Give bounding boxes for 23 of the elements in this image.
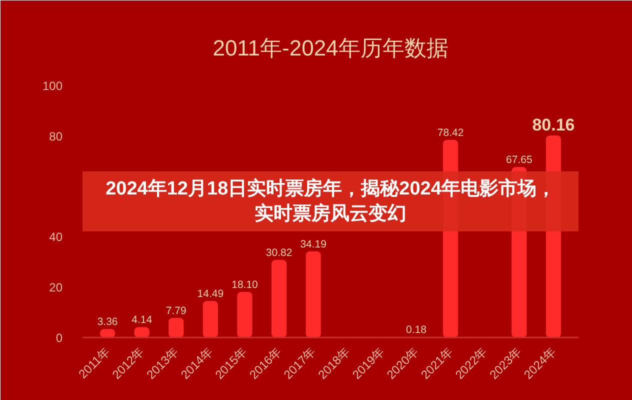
y-tick-label: 40: [49, 230, 63, 244]
y-tick-label: 20: [49, 280, 63, 295]
data-label: 78.42: [437, 126, 464, 139]
y-tick-label: 100: [42, 79, 63, 93]
y-tick-label: 80: [49, 129, 63, 144]
bar: [168, 318, 184, 338]
data-label: 14.49: [197, 288, 224, 300]
bar: [237, 292, 252, 338]
annotation: 2024年12月18日实时票房年，揭秘2024年电影市场，实时票房风云变幻: [106, 177, 556, 224]
data-label: 80.16: [532, 115, 575, 134]
data-label: 4.14: [132, 314, 152, 326]
y-tick-label: 0: [56, 331, 63, 345]
bar: [306, 251, 321, 338]
data-label: 67.65: [506, 154, 532, 166]
bar: [202, 300, 218, 338]
data-label: 0.18: [406, 324, 427, 336]
data-label: 18.10: [232, 278, 258, 291]
data-label: 30.82: [266, 246, 292, 259]
data-label: 3.36: [97, 316, 118, 328]
bar: [272, 260, 287, 338]
data-label: 7.79: [166, 304, 187, 317]
data-label: 34.19: [300, 238, 327, 250]
chart-title: 2011年-2024年历年数据: [212, 36, 448, 60]
